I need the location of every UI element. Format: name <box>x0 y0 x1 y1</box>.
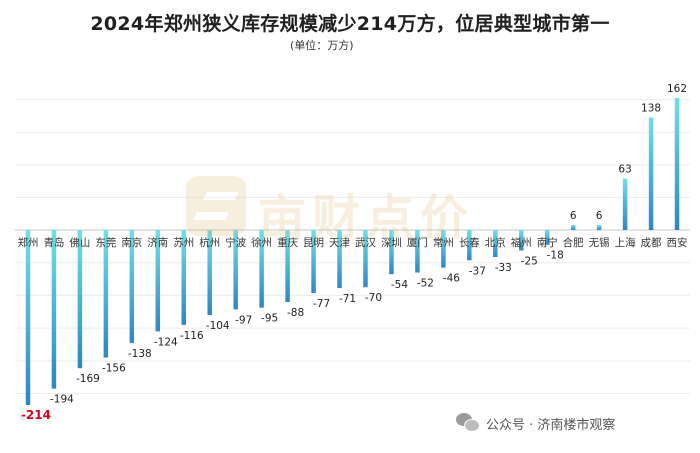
category-label: 宁波 <box>225 236 246 249</box>
value-label: 63 <box>618 164 631 176</box>
bar <box>285 230 290 302</box>
bar <box>389 230 394 275</box>
category-label: 昆明 <box>303 237 324 249</box>
wechat-icon <box>456 413 480 433</box>
bars <box>25 98 680 405</box>
category-label: 北京 <box>485 236 506 249</box>
bar <box>259 230 264 308</box>
bar <box>25 230 31 405</box>
bar <box>311 230 316 293</box>
bar <box>155 230 161 332</box>
bar <box>570 225 576 230</box>
bar <box>596 225 602 230</box>
category-label: 徐州 <box>251 236 272 249</box>
category-label: 南京 <box>121 236 142 249</box>
gridlines <box>15 99 690 395</box>
bar <box>233 230 238 310</box>
value-label: -194 <box>50 394 74 406</box>
category-label: 重庆 <box>277 236 298 249</box>
value-label: -52 <box>417 278 434 290</box>
bar <box>544 230 550 245</box>
value-label: -138 <box>128 348 152 360</box>
bar <box>674 98 680 230</box>
value-label: -54 <box>391 279 408 291</box>
value-label: -169 <box>76 373 100 385</box>
value-label: 6 <box>596 210 603 222</box>
bar <box>493 230 498 257</box>
footer: 公众号 · 济南楼市观察 <box>456 413 615 433</box>
category-label: 合肥 <box>563 236 584 249</box>
category-label: 成都 <box>641 237 662 249</box>
category-label: 西安 <box>667 236 688 249</box>
bar <box>363 230 368 288</box>
category-label: 东莞 <box>95 236 116 249</box>
category-labels: 郑州 青岛 佛山 东莞 南京 济南 苏州 杭州 宁波 徐州 重庆 昆明 天津 武汉 深圳 厦门 常州 长春 北京 福州… <box>17 236 687 249</box>
value-label: 6 <box>570 210 577 222</box>
bar <box>207 230 212 316</box>
category-label: 厦门 <box>407 236 428 249</box>
bar <box>51 230 57 389</box>
category-label: 郑州 <box>17 236 38 249</box>
category-label: 上海 <box>615 236 636 249</box>
bar <box>337 230 342 289</box>
value-label: -214 <box>21 408 51 422</box>
value-label: -116 <box>180 330 204 342</box>
bar <box>622 178 628 230</box>
value-label: -97 <box>235 314 252 326</box>
chart-title: 2024年郑州狭义库存规模减少214万方，位居典型城市第一 <box>90 13 610 35</box>
category-label: 杭州 <box>199 236 220 249</box>
bar <box>415 230 420 273</box>
category-label: 济南 <box>147 236 168 249</box>
category-label: 南宁 <box>537 236 558 249</box>
value-label: -71 <box>339 293 356 305</box>
value-label: -77 <box>313 298 330 310</box>
category-label: 常州 <box>433 236 454 249</box>
value-label: -70 <box>365 292 382 304</box>
category-label: 苏州 <box>173 236 194 249</box>
category-label: 天津 <box>329 237 350 249</box>
value-label: -124 <box>154 336 178 348</box>
bar <box>648 117 654 230</box>
value-labels: -214 -194-169-156-138-124-116-104 -97 -95 -8… <box>21 83 687 422</box>
category-label: 青岛 <box>43 236 64 249</box>
value-label: -33 <box>495 262 512 274</box>
bar <box>519 230 524 251</box>
category-label: 福州 <box>511 236 532 249</box>
category-label: 无锡 <box>589 236 610 249</box>
bar <box>77 230 83 369</box>
category-label: 深圳 <box>381 237 402 249</box>
bar <box>181 230 186 325</box>
value-label: -95 <box>261 313 278 325</box>
value-label: -25 <box>521 255 538 267</box>
value-label: -88 <box>287 307 304 319</box>
bar <box>103 230 109 358</box>
value-label: -37 <box>469 265 486 277</box>
category-label: 长春 <box>459 237 480 249</box>
category-label: 佛山 <box>69 236 90 249</box>
bar <box>441 230 446 268</box>
value-label: 162 <box>667 83 687 95</box>
category-label: 武汉 <box>355 236 376 249</box>
footer-text: 公众号 · 济南楼市观察 <box>486 417 616 433</box>
chart-unit: (单位：万方) <box>290 39 354 52</box>
value-label: -156 <box>102 363 126 375</box>
value-label: 138 <box>641 103 661 115</box>
value-label: -46 <box>443 273 460 285</box>
value-label: -104 <box>206 320 230 332</box>
bar <box>129 230 135 343</box>
value-label: -18 <box>547 250 564 262</box>
bar <box>467 230 472 261</box>
